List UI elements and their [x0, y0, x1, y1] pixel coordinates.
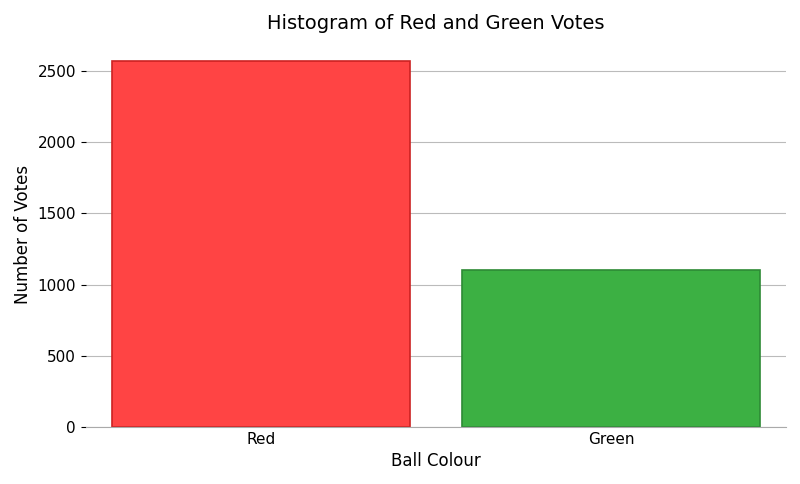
X-axis label: Ball Colour: Ball Colour	[391, 452, 481, 470]
Title: Histogram of Red and Green Votes: Histogram of Red and Green Votes	[267, 14, 605, 33]
Bar	[112, 61, 410, 427]
Bar	[462, 270, 760, 427]
Y-axis label: Number of Votes: Number of Votes	[14, 165, 32, 304]
